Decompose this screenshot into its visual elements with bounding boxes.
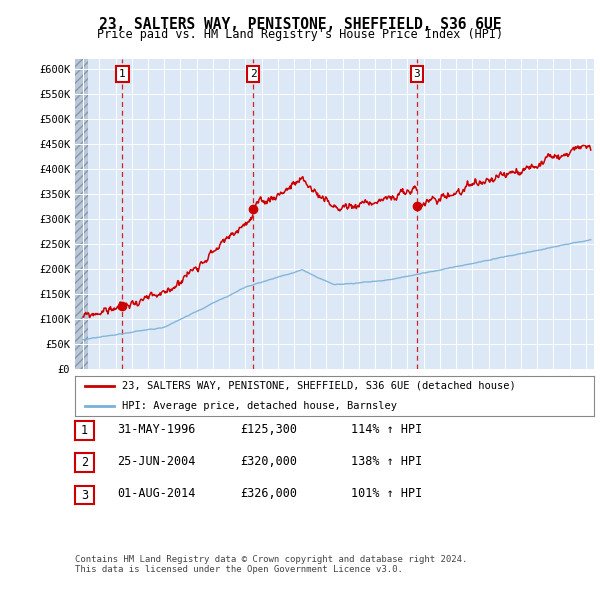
Text: £125,300: £125,300 — [240, 423, 297, 436]
Text: 2: 2 — [81, 456, 88, 469]
Text: 1: 1 — [119, 69, 126, 79]
Text: 138% ↑ HPI: 138% ↑ HPI — [351, 455, 422, 468]
Text: 01-AUG-2014: 01-AUG-2014 — [117, 487, 196, 500]
Text: 23, SALTERS WAY, PENISTONE, SHEFFIELD, S36 6UE (detached house): 23, SALTERS WAY, PENISTONE, SHEFFIELD, S… — [122, 381, 515, 391]
Text: Contains HM Land Registry data © Crown copyright and database right 2024.
This d: Contains HM Land Registry data © Crown c… — [75, 555, 467, 574]
Text: £326,000: £326,000 — [240, 487, 297, 500]
Text: 23, SALTERS WAY, PENISTONE, SHEFFIELD, S36 6UE: 23, SALTERS WAY, PENISTONE, SHEFFIELD, S… — [99, 17, 501, 31]
Text: 31-MAY-1996: 31-MAY-1996 — [117, 423, 196, 436]
Text: Price paid vs. HM Land Registry's House Price Index (HPI): Price paid vs. HM Land Registry's House … — [97, 28, 503, 41]
Text: 114% ↑ HPI: 114% ↑ HPI — [351, 423, 422, 436]
Text: HPI: Average price, detached house, Barnsley: HPI: Average price, detached house, Barn… — [122, 401, 397, 411]
Text: 25-JUN-2004: 25-JUN-2004 — [117, 455, 196, 468]
Text: 101% ↑ HPI: 101% ↑ HPI — [351, 487, 422, 500]
Text: £320,000: £320,000 — [240, 455, 297, 468]
Text: 3: 3 — [413, 69, 420, 79]
Text: 2: 2 — [250, 69, 256, 79]
Text: 1: 1 — [81, 424, 88, 437]
Text: 3: 3 — [81, 489, 88, 502]
